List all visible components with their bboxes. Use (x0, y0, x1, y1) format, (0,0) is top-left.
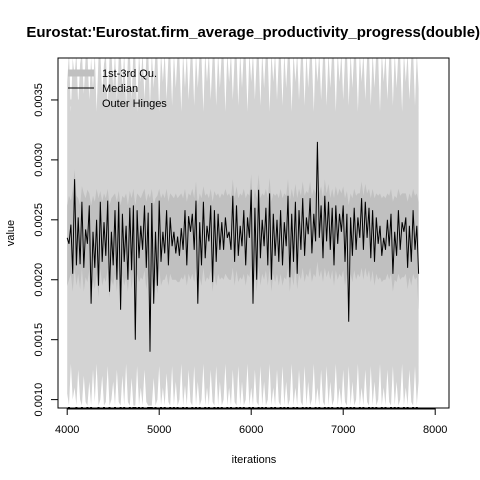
x-tick-label: 6000 (239, 424, 263, 436)
x-tick-label: 7000 (331, 424, 355, 436)
y-tick-label: 0.0010 (33, 383, 45, 417)
legend-label: 1st-3rd Qu. (102, 68, 157, 80)
y-tick-label: 0.0020 (33, 263, 45, 297)
y-tick-label: 0.0035 (33, 83, 45, 117)
legend-label: Median (102, 83, 138, 95)
chart-title: Eurostat:'Eurostat.firm_average_producti… (26, 24, 480, 41)
x-tick-label: 8000 (423, 424, 447, 436)
x-tick-label: 5000 (147, 424, 171, 436)
y-tick-label: 0.0025 (33, 203, 45, 237)
y-tick-label: 0.0030 (33, 143, 45, 177)
y-axis-title: value (5, 220, 17, 246)
x-tick-label: 4000 (55, 424, 79, 436)
legend-label: Outer Hinges (102, 98, 167, 110)
y-tick-label: 0.0015 (33, 323, 45, 357)
x-axis-title: iterations (232, 454, 277, 466)
